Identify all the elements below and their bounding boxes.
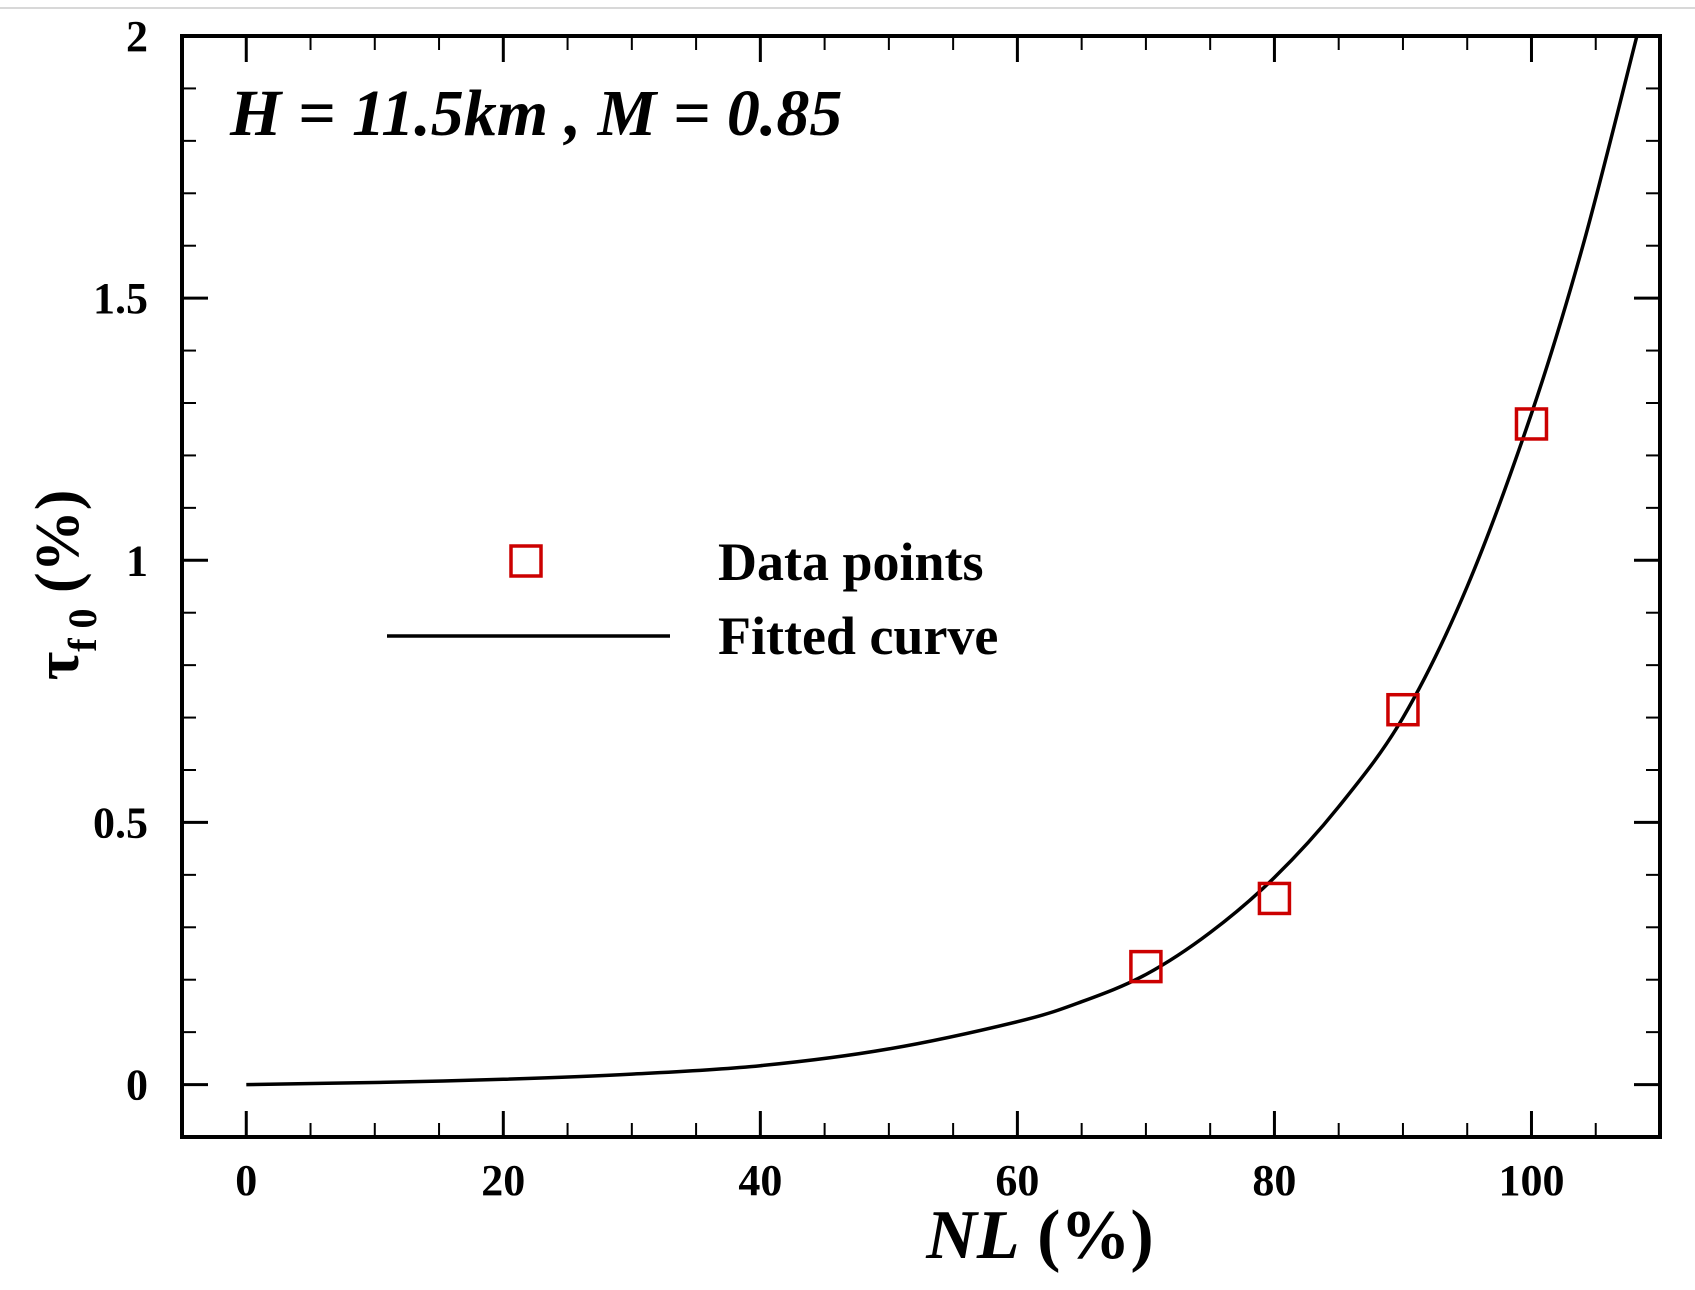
legend-label-fitted-curve: Fitted curve	[718, 606, 998, 666]
data-point-markers	[1129, 407, 1549, 984]
legend: Data points Fitted curve	[387, 532, 998, 666]
data-point-marker	[1257, 881, 1292, 916]
x-axis-title: NL (%)	[925, 1197, 1153, 1274]
legend-label-data-points: Data points	[718, 532, 984, 592]
y-axis-title-symbol: τ	[24, 652, 92, 681]
y-tick-label: 1	[126, 536, 148, 585]
y-tick-label: 0.5	[93, 798, 148, 847]
svg-text:τf 0 (%): τf 0 (%)	[24, 490, 105, 681]
x-tick-label: 80	[1252, 1156, 1296, 1205]
data-point-marker	[1514, 407, 1549, 441]
x-tick-label: 40	[738, 1156, 782, 1205]
x-tick-label: 60	[995, 1156, 1039, 1205]
y-axis-title-unit: (%)	[24, 490, 92, 609]
y-tick-label: 0	[126, 1061, 148, 1110]
x-tick-label: 20	[481, 1156, 525, 1205]
x-tick-label: 100	[1498, 1156, 1564, 1205]
x-axis-title-variable: NL	[925, 1197, 1019, 1274]
y-axis-title: τf 0 (%)	[24, 490, 105, 681]
plot-frame	[180, 34, 1662, 1139]
y-axis-title-subscript: f 0	[60, 608, 105, 651]
x-axis-title-unit: (%)	[1020, 1197, 1154, 1274]
y-tick-label: 1.5	[93, 274, 148, 323]
x-tick-label: 0	[235, 1156, 257, 1205]
condition-annotation: H = 11.5km , M = 0.85	[229, 77, 842, 150]
data-point-marker	[1129, 949, 1163, 984]
x-tick-labels: 0 20 40 60 80 100	[235, 1156, 1564, 1205]
data-point-marker	[1386, 692, 1420, 727]
legend-marker-data-points	[509, 544, 543, 578]
y-tick-label: 2	[126, 12, 148, 61]
y-tick-labels: 0 0.5 1 1.5 2	[93, 12, 148, 1110]
